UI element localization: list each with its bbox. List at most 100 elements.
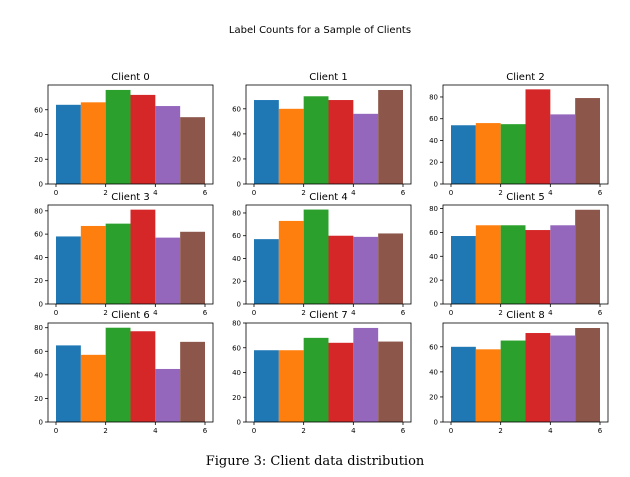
bar-client-1-label-1	[278, 108, 304, 184]
y-tick-label: 0	[434, 419, 438, 427]
x-tick-label: 0	[54, 309, 58, 317]
x-tick-label: 4	[351, 309, 356, 317]
y-tick-label: 40	[232, 130, 241, 138]
x-tick-label: 2	[103, 427, 107, 435]
y-tick-label: 60	[232, 344, 241, 352]
bar-client-8-label-3	[525, 333, 551, 422]
x-tick-label: 0	[252, 189, 256, 197]
bar-client-7-label-1	[278, 350, 304, 422]
x-tick-label: 2	[498, 189, 502, 197]
x-tick-label: 0	[54, 189, 58, 197]
bar-client-7-label-0	[254, 350, 279, 422]
y-tick-label: 20	[232, 394, 241, 402]
plot-frame	[245, 84, 412, 185]
y-tick-label: 20	[232, 278, 241, 286]
subplot-client-1: 0 20 40 60 0 2 4 6 Client 1	[232, 72, 412, 197]
x-tick-label: 2	[103, 189, 107, 197]
bar-client-8-label-5	[575, 328, 600, 422]
y-tick-label: 80	[34, 207, 43, 215]
bar-client-0-label-5	[180, 117, 205, 184]
y-tick-label: 60	[232, 105, 241, 113]
x-tick-label: 6	[598, 309, 603, 317]
subplot-title: Client 0	[111, 72, 150, 83]
x-tick-label: 6	[598, 427, 603, 435]
bar-client-6-label-5	[180, 341, 205, 422]
x-tick-label: 0	[449, 309, 453, 317]
x-tick-label: 6	[401, 189, 406, 197]
y-tick-label: 60	[34, 106, 43, 114]
y-tick-label: 0	[434, 181, 438, 189]
bar-client-3-label-3	[130, 209, 156, 304]
y-tick-label: 80	[232, 209, 241, 217]
subplot-title: Client 2	[506, 72, 545, 83]
y-tick-label: 0	[237, 181, 241, 189]
x-tick-label: 2	[498, 309, 502, 317]
plot-frame	[442, 204, 609, 305]
bar-client-6-label-0	[56, 345, 81, 422]
y-tick-label: 80	[232, 320, 241, 328]
bar-client-1-label-2	[303, 96, 329, 184]
x-tick-label: 0	[252, 309, 256, 317]
plot-frame	[442, 322, 609, 423]
x-tick-label: 6	[401, 309, 406, 317]
subplot-client-2: 0 20 40 60 80 0 2 4 6 Client 2	[429, 72, 609, 197]
y-tick-label: 80	[34, 324, 43, 332]
x-tick-label: 4	[548, 427, 553, 435]
y-tick-label: 40	[429, 368, 438, 376]
x-tick-label: 4	[153, 427, 158, 435]
bar-client-0-label-3	[130, 94, 156, 184]
y-tick-label: 20	[429, 393, 438, 401]
y-tick-label: 40	[429, 137, 438, 145]
plot-frame	[47, 322, 214, 423]
x-tick-label: 0	[449, 189, 453, 197]
y-tick-label: 0	[237, 301, 241, 309]
bar-client-4-label-2	[303, 209, 329, 304]
subplot-title: Client 1	[309, 72, 348, 83]
bar-client-4-label-0	[254, 239, 279, 304]
y-tick-label: 0	[434, 301, 438, 309]
y-tick-label: 0	[237, 419, 241, 427]
bar-client-4-label-4	[353, 236, 379, 304]
bar-client-5-label-5	[575, 209, 600, 304]
x-tick-label: 6	[203, 189, 208, 197]
y-tick-label: 40	[34, 371, 43, 379]
plot-frame	[245, 204, 412, 305]
bar-client-3-label-1	[80, 225, 106, 304]
x-tick-label: 4	[153, 309, 158, 317]
x-tick-label: 0	[252, 427, 256, 435]
y-tick-label: 60	[34, 231, 43, 239]
x-tick-label: 6	[598, 189, 603, 197]
y-tick-label: 80	[429, 93, 438, 101]
bar-client-2-label-5	[575, 98, 600, 184]
x-tick-label: 0	[54, 427, 58, 435]
x-tick-label: 0	[449, 427, 453, 435]
y-tick-label: 40	[232, 255, 241, 263]
bar-client-7-label-3	[328, 342, 354, 422]
bar-client-5-label-1	[475, 225, 501, 304]
y-tick-label: 20	[429, 159, 438, 167]
x-tick-label: 4	[351, 427, 356, 435]
bar-client-1-label-0	[254, 100, 279, 184]
bar-client-4-label-1	[278, 220, 304, 304]
bar-client-7-label-2	[303, 337, 329, 422]
figure-caption: Figure 3: Client data distribution	[205, 454, 425, 469]
x-tick-label: 2	[301, 309, 305, 317]
y-tick-label: 20	[34, 277, 43, 285]
x-tick-label: 2	[498, 427, 502, 435]
plot-frame	[442, 84, 609, 185]
figure-canvas: Label Counts for a Sample of Clients 020…	[34, 25, 609, 435]
y-tick-label: 40	[232, 369, 241, 377]
x-tick-label: 2	[301, 427, 305, 435]
bar-client-4-label-5	[378, 233, 403, 304]
bar-client-3-label-2	[105, 223, 131, 304]
y-tick-label: 0	[39, 301, 43, 309]
bar-client-3-label-5	[180, 231, 205, 304]
y-tick-label: 60	[429, 229, 438, 237]
bar-client-2-label-3	[525, 89, 551, 184]
